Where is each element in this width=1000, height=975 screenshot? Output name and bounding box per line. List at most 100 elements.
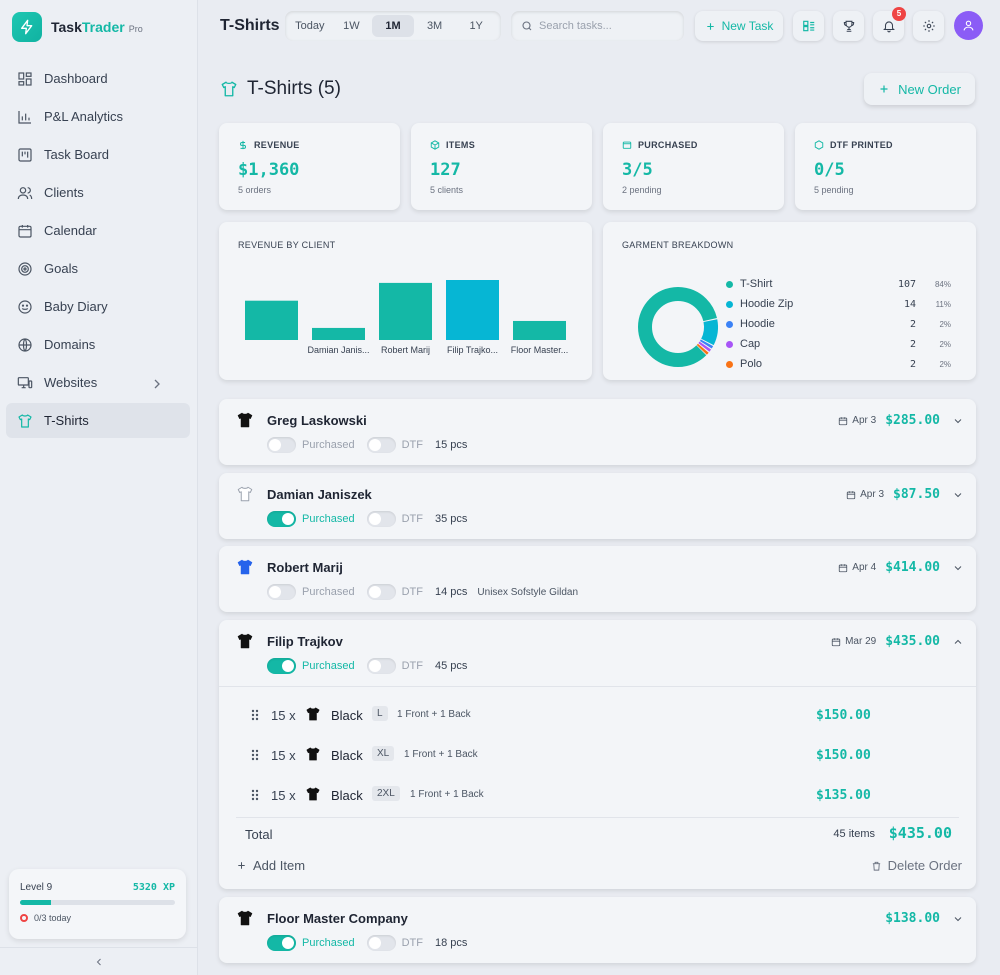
bar-3[interactable] — [379, 282, 432, 340]
line-item[interactable]: 15 x Black L 1 Front + 1 Back $150.00 — [219, 695, 976, 735]
legend-percent: 2% — [939, 339, 951, 349]
line-item-color: Black — [331, 748, 363, 763]
order-header[interactable]: Filip Trajkov Purchased DTF 45 pcs Mar 29 $43… — [219, 620, 976, 686]
legend-name: T-Shirt — [740, 278, 773, 290]
sidebar-item-label: P&L Analytics — [44, 109, 124, 124]
line-item[interactable]: 15 x Black XL 1 Front + 1 Back $150.00 — [219, 735, 976, 775]
purchased-toggle[interactable] — [267, 658, 296, 674]
users-icon — [17, 186, 33, 199]
level-card[interactable]: Level 9 5320 XP 0/3 today — [9, 869, 186, 939]
bar-4[interactable] — [446, 280, 499, 340]
bar-tick-label: Filip Trajko... — [447, 345, 498, 355]
purchased-toggle[interactable] — [267, 935, 296, 951]
order-header[interactable]: Floor Master Company Purchased DTF 18 pcs $1… — [219, 897, 976, 963]
sidebar-item-label: Dashboard — [44, 71, 108, 86]
order-header[interactable]: Damian Janiszek Purchased DTF 35 pcs Apr 3 $8… — [219, 473, 976, 539]
bar-2[interactable] — [312, 327, 365, 340]
order-card[interactable]: Robert Marij Purchased DTF 14 pcs Unisex Sof… — [219, 546, 976, 612]
order-date-text: Apr 4 — [852, 562, 877, 573]
dtf-toggle[interactable] — [366, 511, 396, 527]
drag-handle-icon[interactable] — [251, 749, 259, 761]
sidebar-item-task-board[interactable]: Task Board — [6, 137, 190, 172]
sidebar-item-t-shirts[interactable]: T-Shirts — [6, 403, 190, 438]
new-task-button[interactable]: New Task — [695, 11, 783, 41]
sidebar-item-baby-diary[interactable]: Baby Diary — [6, 289, 190, 324]
panel-title: GARMENT BREAKDOWN — [622, 240, 734, 250]
collapse-sidebar-button[interactable] — [0, 947, 198, 975]
order-pieces: 45 pcs — [434, 660, 468, 672]
new-order-button[interactable]: New Order — [864, 73, 975, 105]
order-card[interactable]: Floor Master Company Purchased DTF 18 pcs $1… — [219, 897, 976, 963]
legend-count: 107 — [897, 278, 916, 290]
dtf-label: DTF — [401, 513, 423, 525]
level-xp: 5320 XP — [132, 882, 175, 893]
range-today[interactable]: Today — [295, 20, 325, 32]
range-1m[interactable]: 1M — [372, 15, 414, 37]
stat-value: 0/5 — [814, 160, 845, 180]
sidebar-item-domains[interactable]: Domains — [6, 327, 190, 362]
stat-sub: 5 orders — [238, 185, 272, 195]
plus-icon — [706, 22, 714, 30]
order-card[interactable]: Greg Laskowski Purchased DTF 15 pcs Apr 3 $28… — [219, 399, 976, 465]
line-item-size: XL — [372, 746, 395, 761]
purchased-toggle[interactable] — [267, 511, 296, 527]
order-header[interactable]: Greg Laskowski Purchased DTF 15 pcs Apr 3 $28… — [219, 399, 976, 465]
line-item-price: $150.00 — [816, 748, 871, 763]
layout-toggle-button[interactable] — [793, 11, 824, 41]
sidebar-item-clients[interactable]: Clients — [6, 175, 190, 210]
level-today: 0/3 today — [34, 913, 72, 923]
legend-item: Hoodie 2 2% — [726, 314, 959, 334]
range-1y[interactable]: 1Y — [469, 20, 483, 32]
sidebar-item-websites[interactable]: Websites — [6, 365, 190, 400]
purchased-toggle[interactable] — [267, 584, 296, 600]
line-item[interactable]: 15 x Black 2XL 1 Front + 1 Back $135.00 — [219, 775, 976, 815]
order-total-row: Total 45 items $435.00 — [245, 824, 962, 844]
bell-icon — [882, 21, 895, 33]
stat-sub: 5 clients — [430, 185, 464, 195]
line-item-print: 1 Front + 1 Back — [404, 749, 478, 760]
user-avatar[interactable] — [954, 11, 983, 40]
drag-handle-icon[interactable] — [251, 789, 259, 801]
sidebar-item-pl-analytics[interactable]: P&L Analytics — [6, 99, 190, 134]
legend-dot — [726, 320, 733, 328]
chevron-down-icon[interactable] — [952, 913, 964, 925]
bar-5[interactable] — [513, 320, 566, 340]
drag-handle-icon[interactable] — [251, 709, 259, 721]
order-header[interactable]: Robert Marij Purchased DTF 14 pcs Unisex Sof… — [219, 546, 976, 612]
notifications-button[interactable]: 5 — [873, 7, 906, 41]
legend-dot — [726, 360, 733, 368]
stat-value: 3/5 — [622, 160, 653, 180]
chevron-down-icon[interactable] — [952, 562, 964, 574]
dollar-icon — [240, 140, 246, 150]
monitor-icon — [17, 376, 33, 388]
delete-order-button[interactable]: Delete Order — [871, 858, 962, 873]
range-3m[interactable]: 3M — [426, 20, 443, 32]
legend-dot — [726, 300, 733, 308]
add-item-button[interactable]: Add Item — [236, 858, 305, 873]
dtf-toggle[interactable] — [366, 437, 396, 453]
donut-slice-t-shirt[interactable] — [631, 280, 724, 373]
purchased-label: Purchased — [302, 513, 355, 525]
dtf-toggle[interactable] — [366, 935, 396, 951]
tshirt-icon — [237, 910, 253, 926]
range-1w[interactable]: 1W — [343, 20, 360, 32]
dtf-toggle[interactable] — [366, 658, 396, 674]
brand[interactable]: TaskTrader Pro — [12, 12, 143, 42]
dtf-toggle[interactable] — [366, 584, 396, 600]
sidebar-item-goals[interactable]: Goals — [6, 251, 190, 286]
trophy-button[interactable] — [833, 11, 864, 41]
legend-percent: 2% — [939, 359, 951, 369]
order-card[interactable]: Damian Janiszek Purchased DTF 35 pcs Apr 3 $8… — [219, 473, 976, 539]
chevron-down-icon[interactable] — [952, 415, 964, 427]
chevron-up-icon[interactable] — [952, 636, 964, 648]
purchased-toggle[interactable] — [267, 437, 296, 453]
sidebar-item-dashboard[interactable]: Dashboard — [6, 61, 190, 96]
bar-1[interactable] — [245, 300, 298, 340]
sidebar-item-calendar[interactable]: Calendar — [6, 213, 190, 248]
legend-percent: 2% — [939, 319, 951, 329]
search-input[interactable] — [539, 20, 669, 32]
chevron-right-icon — [154, 379, 160, 389]
settings-button[interactable] — [913, 11, 944, 41]
order-card[interactable]: Filip Trajkov Purchased DTF 45 pcs Mar 29 $43… — [219, 620, 976, 889]
chevron-down-icon[interactable] — [952, 489, 964, 501]
